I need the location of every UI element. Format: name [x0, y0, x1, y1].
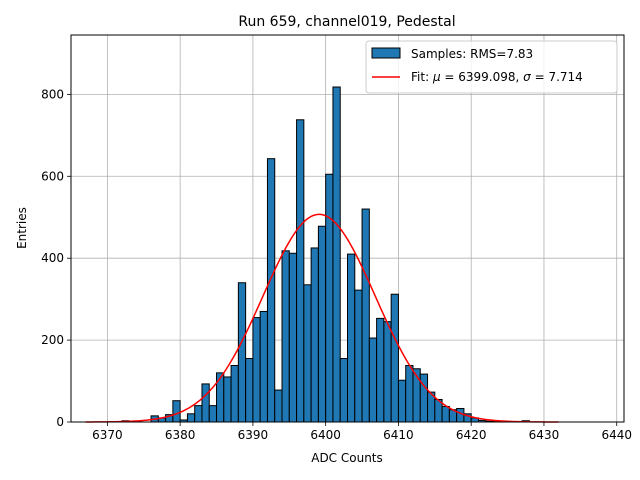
- histogram-bar: [237, 282, 247, 423]
- legend-fit-mu-value: = 6399.098,: [441, 70, 524, 84]
- histogram-bar: [201, 383, 210, 423]
- histogram-bar: [252, 317, 261, 423]
- legend-fit-prefix: Fit:: [411, 70, 433, 84]
- y-tick-label: 0: [56, 415, 64, 429]
- histogram-bar: [325, 173, 334, 423]
- histogram-bar: [397, 379, 407, 423]
- x-tick-label: 6390: [238, 428, 269, 442]
- legend-fit-mu-symbol: μ: [432, 70, 441, 84]
- histogram-bar: [368, 337, 378, 423]
- histogram-bar: [208, 405, 218, 423]
- histogram-bar: [281, 250, 290, 423]
- histogram-bar: [296, 119, 305, 423]
- histogram-bar: [259, 310, 268, 423]
- histogram-bar: [216, 372, 225, 423]
- x-tick-label: 6410: [383, 428, 414, 442]
- x-tick-label: 6430: [529, 428, 560, 442]
- histogram-bar: [274, 389, 283, 423]
- chart-title: Run 659, channel019, Pedestal: [238, 14, 455, 30]
- histogram-bar: [245, 358, 254, 423]
- histogram-bar: [441, 405, 450, 423]
- histogram-bar: [405, 364, 414, 423]
- histogram-bar: [288, 252, 298, 423]
- histogram-bar: [266, 158, 276, 423]
- fit-curve-group: [85, 213, 559, 423]
- x-tick-label: 6440: [601, 428, 632, 442]
- histogram-bar: [390, 293, 399, 423]
- histogram-bar: [317, 225, 327, 423]
- histogram-bar: [223, 376, 232, 423]
- y-tick-label: 600: [41, 169, 64, 183]
- histogram-bars: [121, 86, 530, 423]
- y-axis-ticks: 0 200 400 600 800: [41, 87, 71, 429]
- histogram-bar: [383, 321, 392, 423]
- x-tick-label: 6400: [310, 428, 341, 442]
- histogram-bar: [230, 364, 239, 423]
- histogram-bar: [347, 253, 356, 423]
- x-tick-label: 6370: [92, 428, 123, 442]
- y-tick-label: 400: [41, 251, 64, 265]
- histogram-bar: [376, 317, 385, 423]
- histogram-bar: [456, 407, 465, 423]
- x-axis-label: ADC Counts: [311, 451, 383, 465]
- y-tick-label: 200: [41, 333, 64, 347]
- histogram-bar: [354, 289, 363, 423]
- legend-samples-swatch: [371, 47, 401, 59]
- legend-fit-sigma-value: = 7.714: [531, 70, 583, 84]
- legend-fit-sigma-symbol: σ: [523, 70, 531, 84]
- y-axis-label: Entries: [15, 207, 29, 249]
- histogram-bar: [186, 413, 196, 423]
- legend-fit-label: Fit: μ = 6399.098, σ = 7.714: [411, 70, 583, 84]
- histogram-bar: [361, 208, 370, 423]
- legend: Samples: RMS=7.83 Fit: μ = 6399.098, σ =…: [365, 40, 618, 94]
- legend-frame: [365, 40, 618, 94]
- fit-curve: [85, 213, 559, 423]
- x-tick-label: 6380: [165, 428, 196, 442]
- histogram-bar: [310, 247, 319, 423]
- plot-frame: [70, 34, 625, 423]
- y-tick-label: 800: [41, 87, 64, 101]
- histogram-bar: [194, 405, 203, 423]
- histogram-bar: [172, 400, 181, 423]
- x-tick-label: 6420: [456, 428, 487, 442]
- histogram-bar: [339, 358, 349, 423]
- histogram-bar: [332, 86, 341, 423]
- x-axis-ticks: 6370 6380 6390 6400 6410 6420 6430 6440: [92, 422, 632, 442]
- histogram-bar: [303, 284, 312, 423]
- legend-samples-label: Samples: RMS=7.83: [411, 47, 533, 61]
